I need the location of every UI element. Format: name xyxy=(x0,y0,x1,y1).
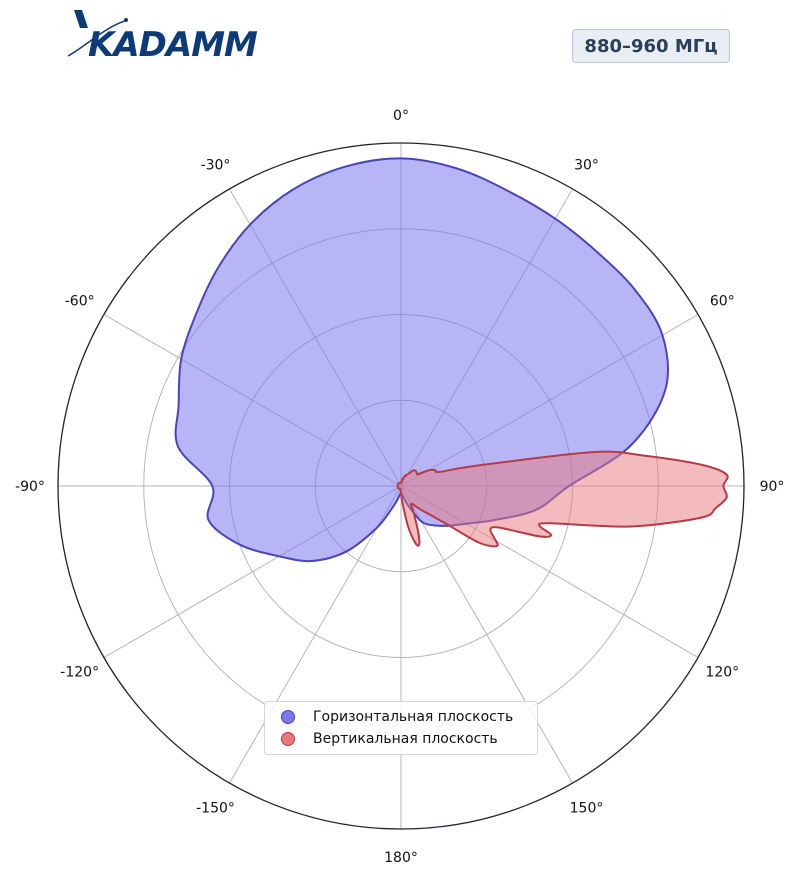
theta-gridline-5 xyxy=(400,485,573,784)
theta-tick-label-8: -120° xyxy=(60,665,99,681)
theta-tick-label-6: 180° xyxy=(384,850,418,866)
polar-outer-ring xyxy=(57,142,745,830)
frequency-band-badge: 880–960 МГц xyxy=(572,29,730,63)
legend-label-vertical: Вертикальная плоскость xyxy=(313,731,498,747)
series-layer xyxy=(174,157,729,563)
legend-item-vertical: Вертикальная плоскость xyxy=(281,728,527,750)
kadamm-logo: KADAMM xyxy=(67,10,259,62)
theta-tick-label-5: 150° xyxy=(570,800,604,816)
legend-marker-vertical xyxy=(281,732,295,746)
series-area-vertical xyxy=(396,450,729,548)
theta-tick-label-2: 60° xyxy=(710,294,735,310)
theta-tick-label-10: -60° xyxy=(65,294,95,310)
logo-swoosh xyxy=(67,19,129,57)
theta-tick-label-11: -30° xyxy=(201,158,231,174)
chart-legend: Горизонтальная плоскость Вертикальная пл… xyxy=(264,701,538,755)
theta-tick-label-7: -150° xyxy=(196,800,235,816)
theta-tick-label-3: 90° xyxy=(760,479,785,495)
theta-tick-label-0: 0° xyxy=(393,108,409,124)
legend-item-horizontal: Горизонтальная плоскость xyxy=(281,706,527,728)
theta-tick-label-1: 30° xyxy=(574,158,599,174)
legend-marker-horizontal xyxy=(281,710,295,724)
theta-tick-label-4: 120° xyxy=(705,665,739,681)
logo-k-accent xyxy=(74,10,88,28)
logo-swoosh-dot xyxy=(124,18,128,22)
theta-tick-labels: 0° 30° 60° 90° 120° 150° 180° -150° -120° -90° -60… xyxy=(15,108,784,866)
logo-text: KADAMM xyxy=(88,25,258,62)
theta-gridline-7 xyxy=(229,485,402,784)
theta-tick-label-9: -90° xyxy=(15,479,45,495)
legend-label-horizontal: Горизонтальная плоскость xyxy=(313,709,514,725)
